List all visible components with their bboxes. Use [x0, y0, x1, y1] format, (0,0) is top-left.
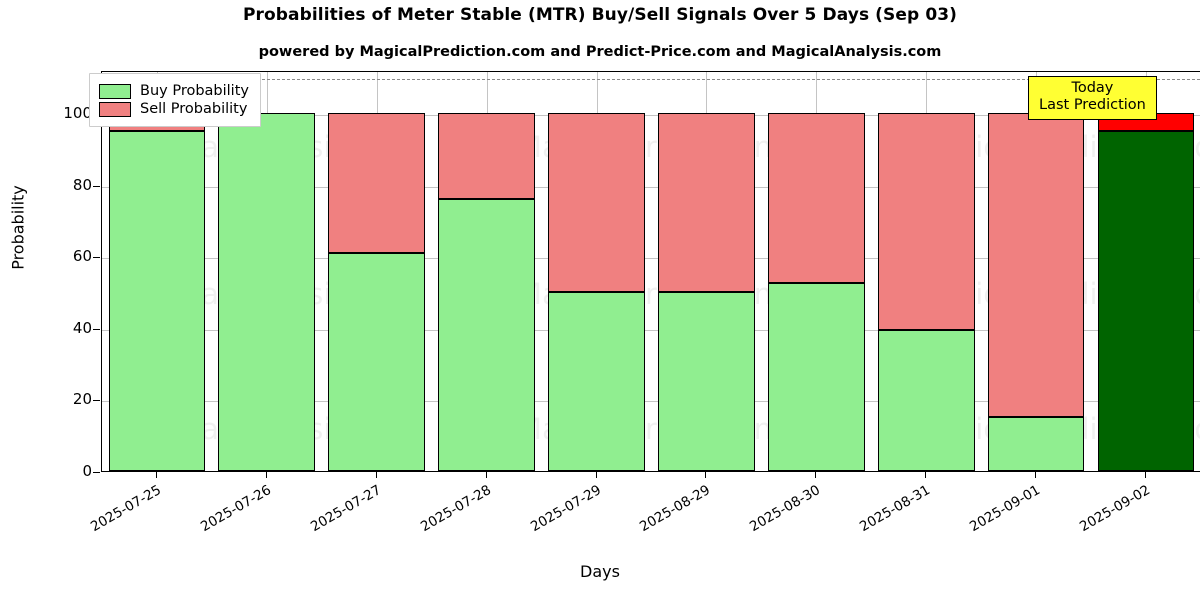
bar-segment-sell[interactable] — [658, 112, 755, 292]
y-axis-tick-mark — [93, 400, 100, 402]
gridline-horizontal — [102, 329, 1200, 331]
x-axis-label: Days — [580, 562, 620, 581]
y-axis-tick-mark — [93, 185, 100, 187]
today-annotation: Today Last Prediction — [1028, 76, 1157, 121]
y-axis-tick-label: 60 — [72, 247, 92, 266]
bar-segment-sell[interactable] — [328, 112, 426, 253]
today-annotation-line2: Last Prediction — [1039, 97, 1146, 114]
legend-label-sell: Sell Probability — [140, 101, 248, 117]
bar-segment-sell[interactable] — [438, 112, 535, 199]
bar-group[interactable] — [218, 112, 316, 471]
y-axis-tick-mark — [93, 328, 100, 330]
bar-group[interactable] — [108, 112, 206, 471]
y-axis-tick-label: 0 — [82, 462, 92, 480]
x-axis-tick-mark — [925, 472, 927, 478]
chart-legend: Buy Probability Sell Probability — [89, 73, 261, 127]
bar-segment-buy[interactable] — [218, 112, 316, 471]
legend-label-buy: Buy Probability — [140, 83, 249, 99]
legend-swatch-sell-icon — [99, 101, 131, 117]
bar-group[interactable] — [767, 112, 865, 471]
chart-subtitle: powered by MagicalPrediction.com and Pre… — [258, 44, 942, 60]
bar-group[interactable] — [548, 112, 645, 471]
gridline-horizontal — [102, 186, 1200, 188]
bar-segment-buy[interactable] — [1097, 130, 1195, 471]
legend-item-sell[interactable]: Sell Probability — [99, 101, 249, 117]
y-axis-tick-label: 80 — [72, 175, 92, 194]
bar-segment-buy[interactable] — [108, 130, 206, 471]
legend-swatch-buy-icon — [99, 83, 131, 99]
bar-segment-sell[interactable] — [548, 112, 645, 292]
chart-title: Probabilities of Meter Stable (MTR) Buy/… — [242, 5, 958, 25]
y-axis-tick-mark — [93, 257, 100, 259]
bar-segment-sell[interactable] — [767, 112, 865, 284]
y-axis-label: Probability — [8, 185, 28, 270]
legend-item-buy[interactable]: Buy Probability — [99, 83, 249, 99]
bar-segment-buy[interactable] — [877, 329, 975, 471]
bar-segment-buy[interactable] — [328, 252, 426, 471]
bar-segment-sell[interactable] — [877, 112, 975, 330]
today-annotation-line1: Today — [1071, 80, 1114, 96]
bar-group[interactable] — [987, 112, 1085, 471]
x-axis-tick-mark — [705, 472, 707, 478]
bar-segment-buy[interactable] — [767, 283, 865, 471]
bar-group[interactable] — [877, 112, 975, 471]
reference-line — [102, 79, 1200, 81]
bar-segment-sell[interactable] — [987, 112, 1085, 418]
x-axis-tick-mark — [815, 472, 817, 478]
gridline-horizontal — [102, 258, 1200, 260]
bar-segment-buy[interactable] — [438, 198, 535, 471]
x-axis-tick-mark — [265, 472, 267, 478]
gridline-horizontal — [102, 114, 1200, 116]
x-axis-tick-mark — [1145, 472, 1147, 478]
x-axis-tick-mark — [375, 472, 377, 478]
bar-group[interactable] — [438, 112, 535, 471]
x-axis-tick-mark — [485, 472, 487, 478]
bar-group[interactable] — [1097, 112, 1195, 471]
x-axis-tick-mark — [1035, 472, 1037, 478]
x-axis-tick-mark — [155, 472, 157, 478]
bar-segment-buy[interactable] — [987, 417, 1085, 471]
x-axis-tick-mark — [595, 472, 597, 478]
bar-group[interactable] — [328, 112, 426, 471]
bar-segment-buy[interactable] — [548, 291, 645, 471]
y-axis-tick-label: 20 — [72, 390, 92, 409]
gridline-horizontal — [102, 401, 1200, 403]
y-axis-tick-mark — [93, 472, 100, 473]
bar-segment-buy[interactable] — [658, 291, 755, 471]
y-axis-tick-label: 100 — [63, 103, 92, 122]
plot-area: MagicalAnalysis.comMagicalPrediction.com… — [101, 71, 1200, 472]
y-axis-tick-label: 40 — [72, 318, 92, 337]
bar-group[interactable] — [658, 112, 755, 471]
